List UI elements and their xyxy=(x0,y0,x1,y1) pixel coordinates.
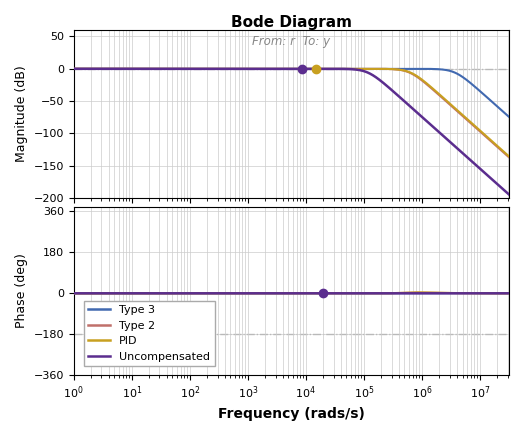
Y-axis label: Phase (deg): Phase (deg) xyxy=(15,254,28,328)
Title: Bode Diagram: Bode Diagram xyxy=(231,15,352,30)
Text: From: r  To: y: From: r To: y xyxy=(253,35,331,48)
Y-axis label: Magnitude (dB): Magnitude (dB) xyxy=(15,66,28,163)
X-axis label: Frequency (rads/s): Frequency (rads/s) xyxy=(218,407,365,421)
Legend: Type 3, Type 2, PID, Uncompensated: Type 3, Type 2, PID, Uncompensated xyxy=(84,301,215,366)
